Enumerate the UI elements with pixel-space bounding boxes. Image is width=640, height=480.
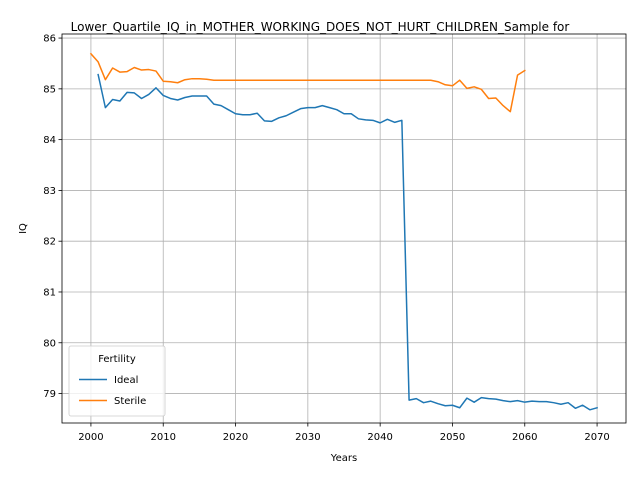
tick-layer: 2000 2010 2020 2030 2040 2050 2060 2070 79 80 81 82…: [43, 34, 610, 443]
y-tick-label: 83: [43, 186, 56, 197]
plot-frame: [61, 33, 627, 424]
y-tick-label: 84: [43, 135, 56, 146]
y-tick-label: 80: [43, 338, 56, 349]
chart-title: Lower_Quartile_IQ_in_MOTHER_WORKING_DOES…: [71, 20, 570, 34]
y-tick-label: 81: [43, 287, 56, 298]
legend: Fertility Ideal Sterile: [68, 345, 166, 417]
x-tick-label: 2000: [78, 432, 103, 443]
legend-box: [68, 345, 166, 417]
y-tick-label: 82: [43, 237, 56, 248]
legend-title: Fertility: [98, 354, 136, 365]
series-line-sterile: [89, 52, 526, 113]
series-layer: [89, 52, 599, 411]
legend-label-sterile: Sterile: [114, 396, 146, 407]
y-axis-label: IQ: [18, 223, 29, 234]
series-line-ideal: [97, 73, 599, 411]
x-tick-label: 2050: [440, 432, 465, 443]
x-tick-label: 2020: [223, 432, 248, 443]
x-tick-label: 2060: [512, 432, 537, 443]
x-tick-label: 2030: [295, 432, 320, 443]
legend-entries: Ideal Sterile: [79, 375, 146, 407]
legend-label-ideal: Ideal: [114, 375, 138, 386]
y-tick-label: 79: [43, 389, 56, 400]
x-tick-label: 2010: [151, 432, 176, 443]
y-tick-label: 85: [43, 84, 56, 95]
x-tick-label: 2070: [584, 432, 609, 443]
x-axis-label: Years: [330, 453, 357, 464]
x-tick-label: 2040: [367, 432, 392, 443]
y-tick-label: 86: [43, 34, 56, 45]
grid-layer: [62, 34, 626, 423]
